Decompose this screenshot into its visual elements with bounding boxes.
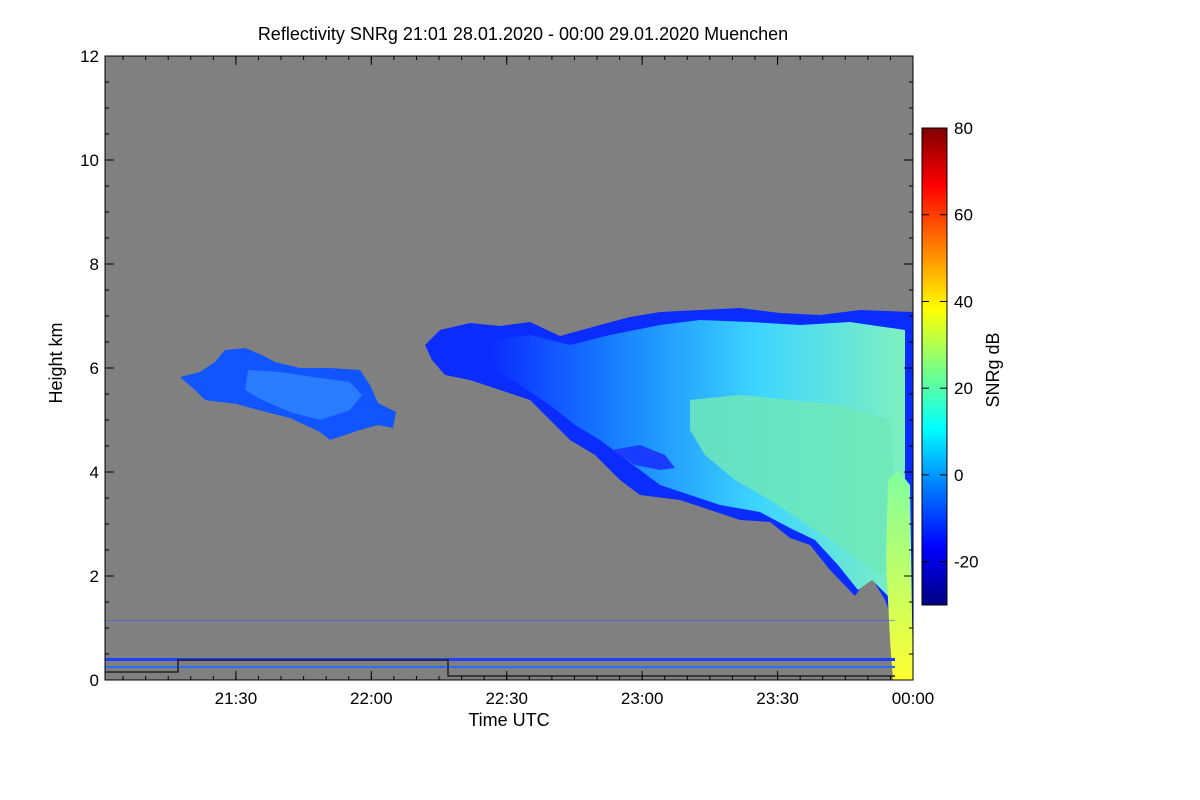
colorbar-label: SNRg dB [983,332,1003,407]
y-tick-label: 0 [90,671,99,690]
ground-clutter-2 [105,666,895,668]
colorbar-tick-label: -20 [954,553,979,572]
x-axis-label: Time UTC [468,710,549,730]
x-tick-label: 22:30 [485,689,528,708]
y-tick-label: 10 [80,151,99,170]
echo-cloud-2-inner [490,320,905,615]
x-tick-label: 23:30 [756,689,799,708]
y-axis-label: Height km [46,322,66,403]
x-axis-ticks: 21:30 22:00 22:30 23:00 23:30 00:00 [122,56,935,708]
echo-gap [612,445,675,470]
echo-precip [886,470,913,680]
ground-clutter-1 [105,658,895,661]
y-tick-label: 6 [90,359,99,378]
y-tick-label: 4 [90,463,99,482]
ground-clutter-step [105,659,895,677]
chart-title: Reflectivity SNRg 21:01 28.01.2020 - 00:… [258,24,788,44]
colorbar-tick-label: 60 [954,206,973,225]
colorbar-tick-label: 80 [954,119,973,138]
colorbar-ticks: -20 0 20 40 60 80 [922,119,979,572]
x-tick-label: 22:00 [350,689,393,708]
ground-clutter-3 [105,620,895,621]
x-tick-label: 23:00 [621,689,664,708]
y-axis-ticks: 0 2 4 6 8 10 12 [80,47,913,690]
x-tick-label: 00:00 [892,689,935,708]
colorbar [921,127,948,606]
colorbar-tick-label: 20 [954,379,973,398]
colorbar-tick-label: 0 [954,466,963,485]
y-tick-label: 12 [80,47,99,66]
colorbar-tick-label: 40 [954,292,973,311]
y-tick-label: 2 [90,567,99,586]
echo-cloud-1-core [245,370,362,420]
y-tick-label: 8 [90,255,99,274]
x-tick-label: 21:30 [215,689,258,708]
echo-cloud-2-core [690,395,900,575]
